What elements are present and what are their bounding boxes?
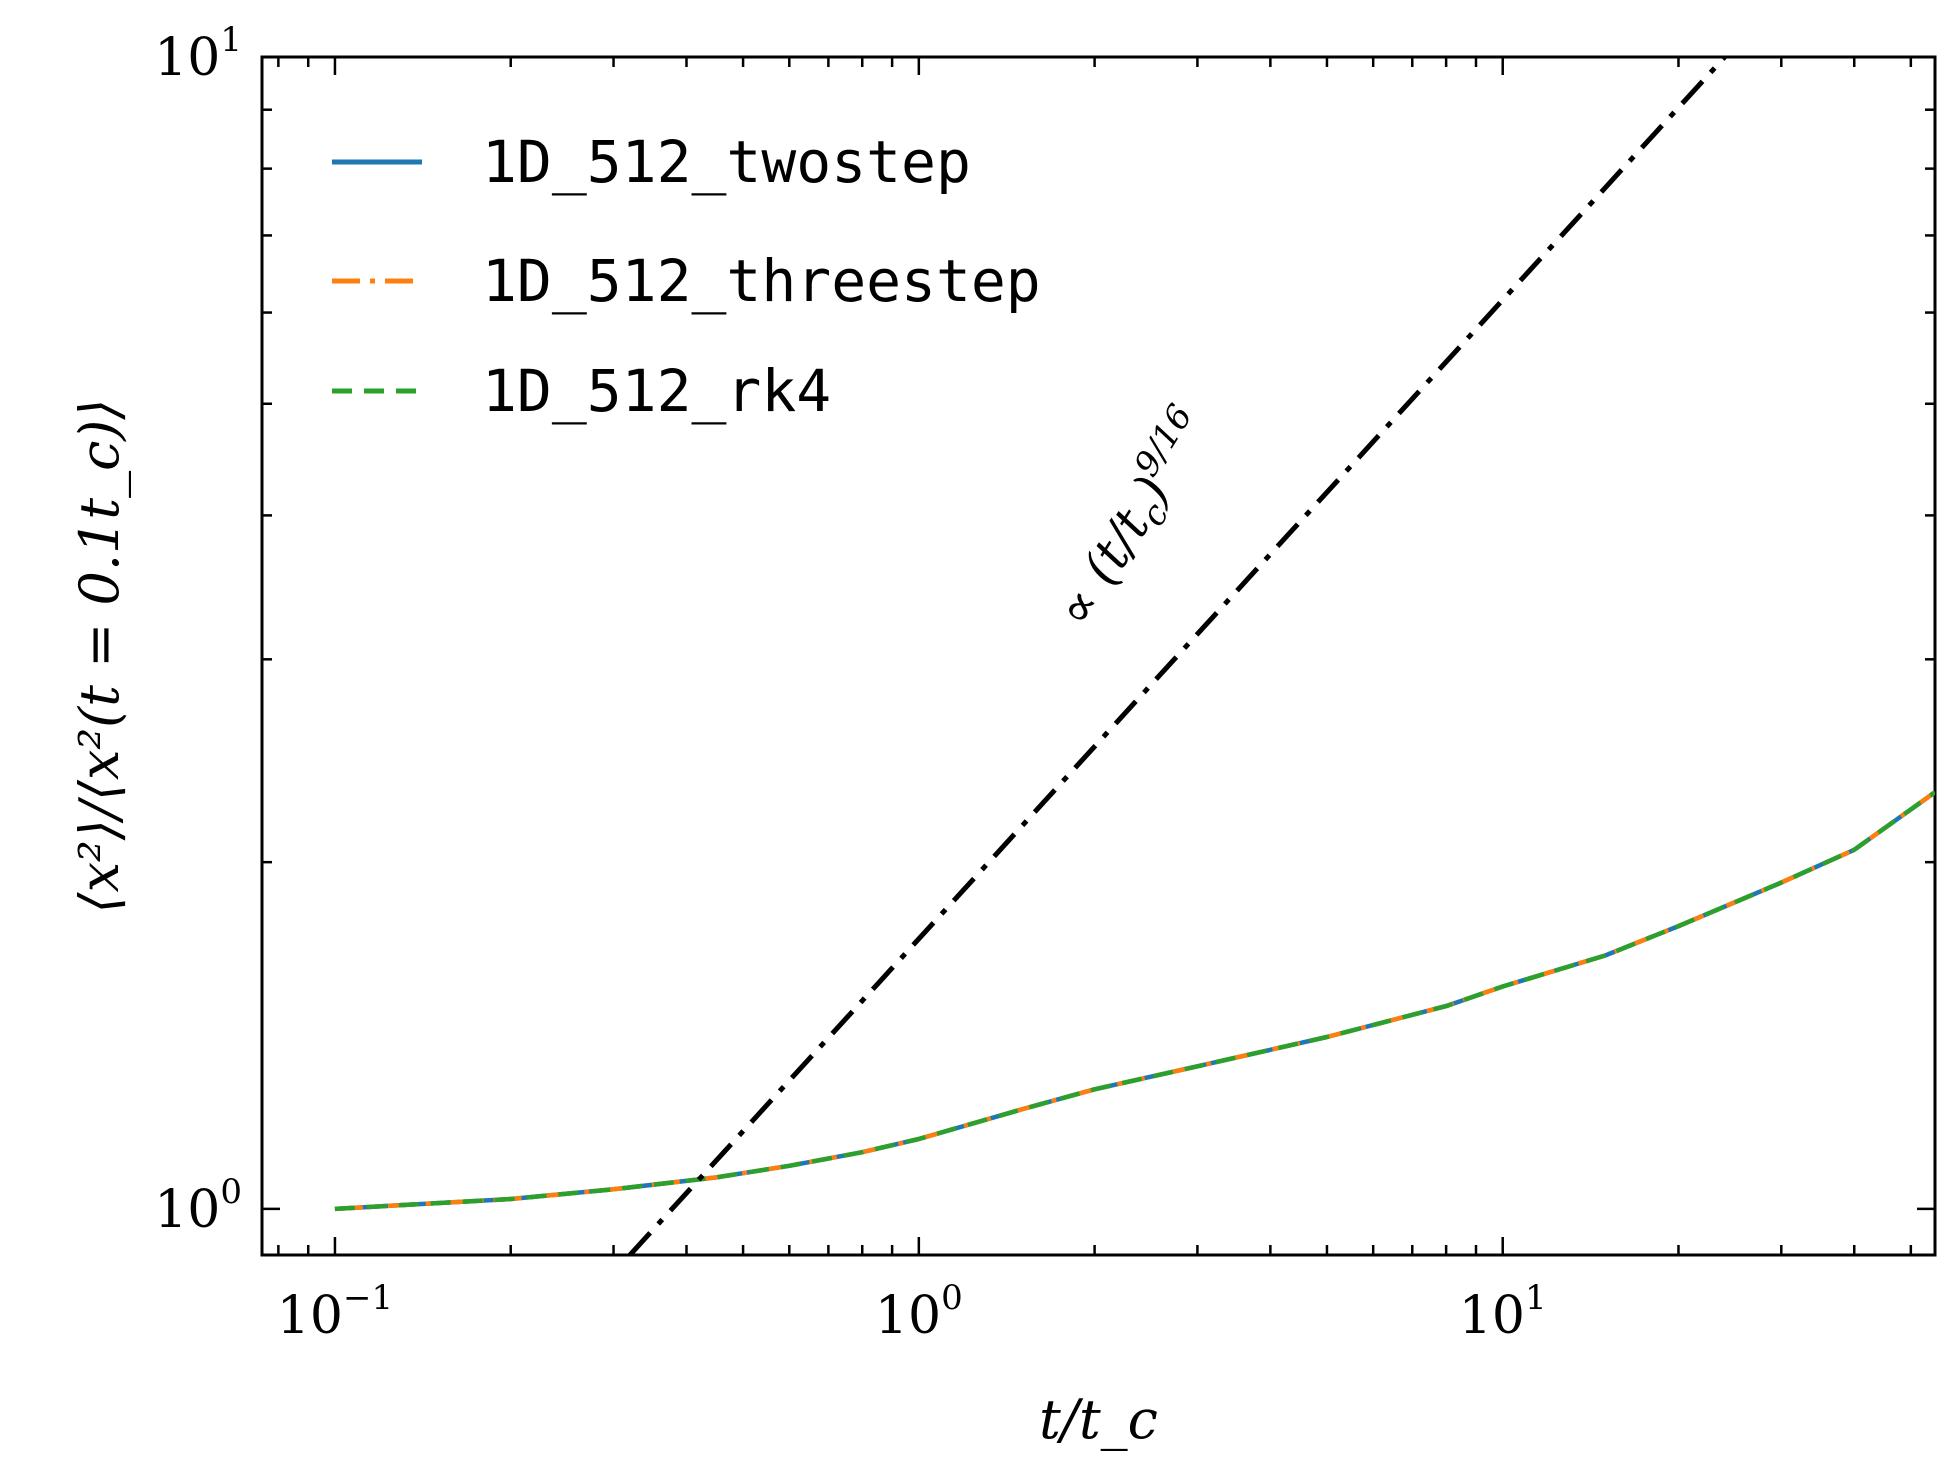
x-tick-label: 101 (1459, 1278, 1547, 1346)
x-tick-label: 10−1 (277, 1278, 393, 1346)
y-tick-label: 100 (154, 1172, 242, 1240)
legend: 1D_512_twostep 1D_512_threestep 1D_512_rk4 (332, 128, 1041, 425)
reference-annotation: ∝ (t/tc)9/16 (1039, 398, 1228, 641)
x-tick-label: 100 (875, 1278, 963, 1346)
y-axis-label: ⟨x²⟩/⟨x²(t = 0.1t_c)⟩ (68, 399, 131, 914)
labels: 10−1 100 101 100 101 t/t_c ⟨x²⟩/⟨x²(t = 0.1t_c… (68, 20, 1547, 1451)
series-group (334, 790, 1935, 1212)
ticks (262, 55, 1935, 1255)
plot-area (260, 55, 1937, 1257)
legend-label: 1D_512_twostep (482, 128, 971, 196)
legend-label: 1D_512_threestep (482, 247, 1041, 315)
y-tick-label: 101 (154, 20, 242, 88)
reference-line (628, 57, 1727, 1255)
series-line-1D_512_twostep (334, 790, 1935, 1212)
reference-line-group (628, 57, 1727, 1255)
series-line-1D_512_threestep (334, 790, 1935, 1212)
x-axis-label: t/t_c (1039, 1388, 1158, 1451)
legend-label: 1D_512_rk4 (482, 357, 831, 425)
series-line-1D_512_rk4 (334, 790, 1935, 1212)
plot-frame (260, 55, 1937, 1257)
